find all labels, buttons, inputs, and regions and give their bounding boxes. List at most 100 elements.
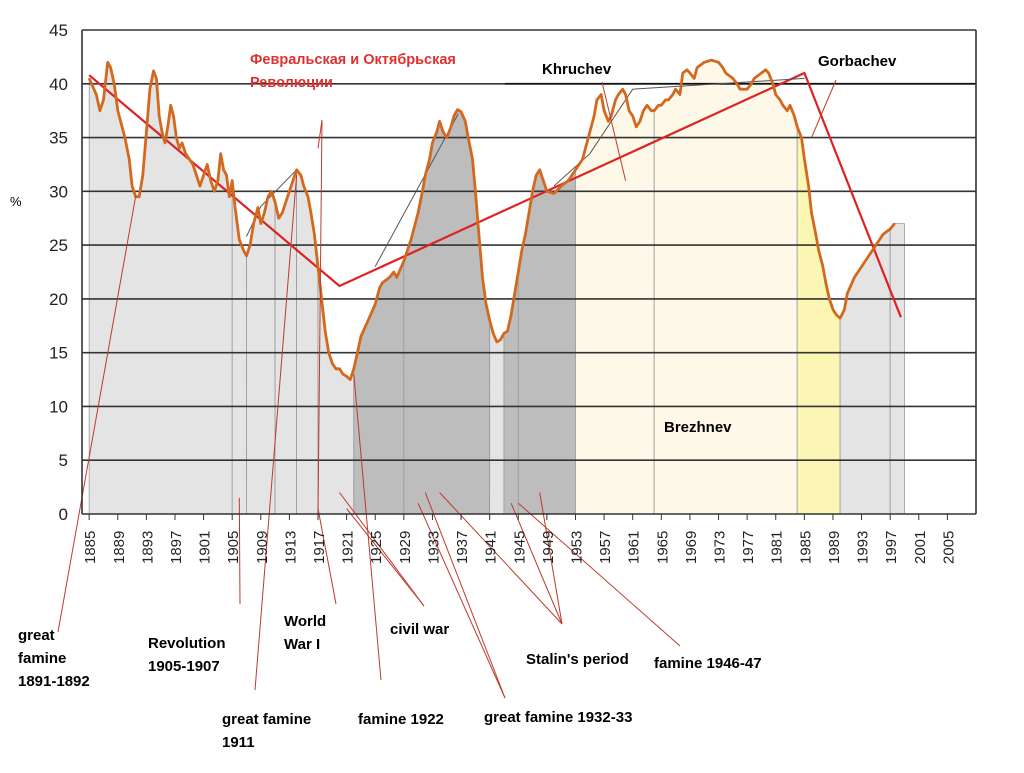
series-point-111: [503, 332, 505, 335]
series-point-66: [320, 298, 323, 300]
series-point-195: [843, 308, 846, 311]
series-point-169: [746, 88, 748, 90]
series-point-138: [617, 93, 620, 96]
x-tick-2001: 2001: [912, 531, 929, 564]
annotation-line-12-0: Brezhnev: [664, 419, 732, 436]
x-tick-1921: 1921: [340, 531, 357, 564]
period-band-15: [889, 223, 905, 515]
series-point-130: [589, 131, 591, 133]
x-tick-1961: 1961: [626, 531, 643, 564]
x-tick-1941: 1941: [483, 531, 500, 564]
series-point-133: [600, 93, 602, 96]
series-point-96: [450, 126, 452, 128]
series-point-119: [531, 190, 534, 193]
annotation-leader-0-0: [57, 196, 137, 633]
series-point-137: [614, 99, 617, 101]
series-point-21: [167, 126, 169, 128]
series-point-10: [131, 185, 133, 187]
series-point-31: [199, 185, 201, 187]
series-point-38: [222, 169, 225, 171]
period-band-13: [796, 126, 841, 515]
series-point-189: [822, 265, 824, 268]
series-point-125: [560, 185, 562, 187]
series-point-183: [800, 136, 803, 139]
series-point-0: [88, 77, 90, 80]
series-point-52: [270, 190, 273, 193]
x-tick-1945: 1945: [511, 531, 528, 564]
series-point-173: [764, 69, 767, 71]
series-point-34: [209, 179, 212, 182]
series-point-26: [181, 142, 183, 144]
series-point-161: [703, 61, 705, 64]
x-tick-1889: 1889: [111, 531, 128, 564]
series-point-159: [693, 77, 695, 80]
series-point-65: [317, 265, 319, 268]
series-point-42: [234, 206, 236, 209]
series-point-145: [642, 109, 645, 112]
annotation-label-3: World War I: [284, 613, 326, 653]
series-point-170: [750, 83, 753, 85]
x-tick-1913: 1913: [282, 531, 299, 564]
series-point-16: [152, 70, 155, 72]
series-point-12: [138, 195, 140, 198]
series-point-57: [288, 190, 291, 193]
series-point-199: [867, 255, 870, 257]
series-point-48: [257, 206, 259, 209]
series-point-63: [310, 212, 312, 214]
y-tick-5: 5: [59, 451, 68, 470]
annotation-line-3-1: War I: [284, 636, 320, 653]
annotation-leader-4-0: [339, 492, 425, 607]
annotation-line-8-0: famine 1946-47: [654, 655, 762, 672]
x-tick-1949: 1949: [540, 531, 557, 564]
annotation-line-2-0: great famine: [222, 711, 311, 728]
period-band-11: [575, 88, 655, 515]
series-point-35: [213, 190, 216, 193]
x-tick-1885: 1885: [82, 531, 99, 564]
annotation-line-2-1: 1911: [222, 734, 255, 751]
series-point-139: [621, 88, 624, 90]
x-tick-1985: 1985: [797, 531, 814, 564]
series-point-8: [124, 136, 126, 139]
series-point-68: [327, 351, 330, 354]
series-point-190: [825, 282, 827, 284]
annotation-label-9: Февральская и Октябрьская Революции: [250, 52, 456, 91]
series-point-77: [360, 335, 362, 338]
series-point-123: [546, 190, 548, 193]
series-point-7: [117, 109, 119, 112]
x-tick-1969: 1969: [683, 531, 700, 564]
series-point-50: [263, 212, 266, 214]
series-point-44: [242, 249, 245, 252]
series-point-51: [267, 195, 269, 198]
series-point-93: [438, 120, 441, 123]
series-point-115: [517, 271, 520, 273]
series-point-14: [145, 131, 148, 133]
series-point-67: [324, 330, 327, 333]
series-point-40: [228, 195, 231, 198]
annotation-line-1-0: Revolution: [148, 635, 226, 652]
annotation-line-9-1: Революции: [250, 75, 333, 91]
series-point-176: [774, 93, 777, 96]
series-point-182: [796, 126, 798, 128]
series-line: [87, 58, 896, 381]
series-point-142: [631, 115, 634, 117]
y-tick-30: 30: [49, 182, 68, 201]
series-point-94: [442, 131, 445, 133]
annotation-leader-5-0: [353, 374, 382, 681]
series-point-88: [421, 190, 424, 193]
series-point-27: [184, 152, 187, 155]
series-point-1: [95, 93, 98, 96]
series-point-186: [810, 212, 813, 214]
annotation-line-1-1: 1905-1907: [148, 658, 220, 675]
series-point-146: [646, 104, 648, 107]
series-point-110: [499, 339, 502, 341]
series-point-22: [169, 104, 172, 107]
annotation-line-0-0: great: [18, 627, 55, 644]
series-point-192: [832, 308, 834, 311]
x-tick-1909: 1909: [254, 531, 271, 564]
series-point-104: [478, 233, 480, 236]
series-point-107: [488, 319, 491, 322]
series-point-158: [689, 72, 691, 74]
series-point-73: [345, 375, 348, 378]
annotation-labels: great famine 1891-1892 Revolution 1905-1907 g…: [18, 52, 897, 751]
